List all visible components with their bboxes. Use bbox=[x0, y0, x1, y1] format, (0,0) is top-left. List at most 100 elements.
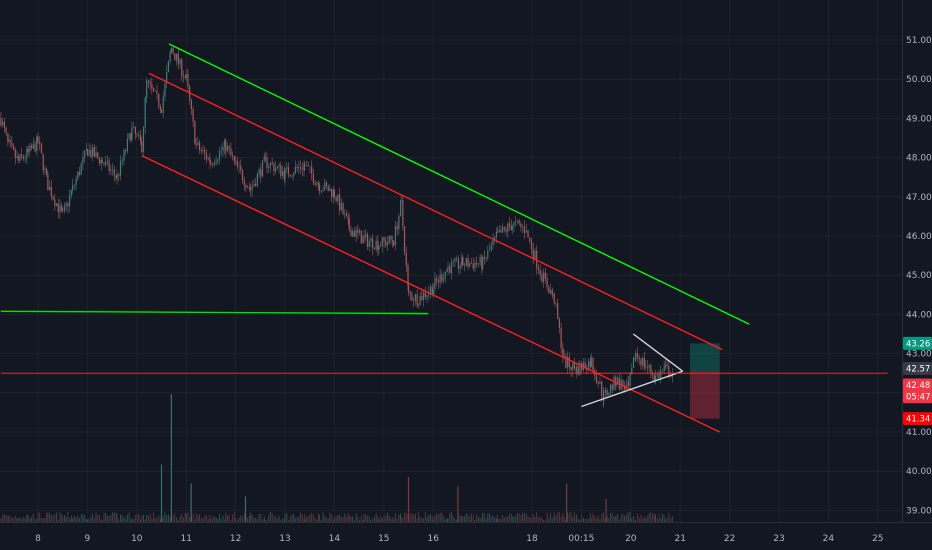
candle-body bbox=[393, 241, 395, 246]
candle-body bbox=[577, 366, 579, 375]
candle-body bbox=[303, 164, 305, 171]
candle-body bbox=[539, 270, 541, 275]
volume-bar bbox=[446, 518, 448, 522]
candle-body bbox=[362, 236, 364, 244]
volume-bar bbox=[151, 518, 153, 522]
volume-bar bbox=[13, 517, 15, 522]
volume-bar bbox=[19, 517, 21, 522]
trendline-drawings[interactable] bbox=[0, 43, 888, 433]
candle-body bbox=[69, 195, 71, 207]
volume-bar bbox=[589, 512, 591, 522]
volume-bar bbox=[92, 513, 94, 522]
candle-body bbox=[624, 386, 626, 390]
candle-body bbox=[298, 167, 300, 168]
candle-body bbox=[179, 59, 181, 64]
volume-bar bbox=[232, 514, 234, 522]
candle-body bbox=[668, 365, 670, 376]
volume-bar bbox=[37, 512, 39, 522]
candle-body bbox=[286, 167, 288, 169]
volume-bar bbox=[337, 514, 339, 522]
candle-body bbox=[247, 187, 249, 188]
candle-body bbox=[485, 258, 487, 259]
volume-bar bbox=[421, 518, 423, 522]
candle-body bbox=[632, 358, 635, 368]
volume-bar bbox=[335, 515, 337, 522]
volume-bar bbox=[663, 514, 665, 522]
time-tick-label: 24 bbox=[823, 534, 835, 544]
candle-body bbox=[238, 165, 240, 167]
volume-bar bbox=[59, 512, 61, 522]
candle-body bbox=[73, 185, 75, 186]
volume-bar bbox=[546, 512, 548, 522]
candle-body bbox=[85, 149, 88, 151]
volume-bar bbox=[42, 518, 44, 522]
candle-body bbox=[212, 163, 214, 165]
candle-body bbox=[365, 234, 367, 238]
volume-bar bbox=[262, 519, 264, 522]
price-candles bbox=[0, 45, 673, 408]
candle-body bbox=[125, 150, 127, 152]
volume-bar bbox=[256, 518, 258, 522]
candle-body bbox=[344, 213, 346, 215]
volume-bar bbox=[500, 518, 502, 522]
volume-bar bbox=[294, 517, 296, 522]
volume-bar bbox=[370, 519, 372, 522]
candle-body bbox=[532, 249, 534, 259]
volume-bar bbox=[590, 518, 592, 522]
time-tick-label: 20 bbox=[625, 534, 637, 544]
volume-bar bbox=[331, 514, 333, 522]
volume-bar bbox=[275, 515, 277, 522]
volume-bar bbox=[531, 518, 533, 522]
volume-bar bbox=[271, 512, 273, 522]
volume-bar bbox=[307, 515, 309, 522]
candle-body bbox=[103, 162, 105, 165]
volume-bar bbox=[377, 516, 379, 522]
candle-body bbox=[437, 281, 439, 283]
volume-bar bbox=[664, 519, 666, 522]
price-axis[interactable]: 51.00 50.00 49.00 48.00 47.00 46.00 45.00 44.00… bbox=[902, 0, 932, 550]
price-tick-label: 47.00 bbox=[906, 193, 932, 203]
volume-bar bbox=[405, 513, 407, 522]
long-position-tool[interactable] bbox=[690, 343, 720, 419]
candle-body bbox=[324, 182, 326, 190]
volume-bar bbox=[652, 513, 654, 522]
volume-bar bbox=[439, 513, 441, 522]
candle-body bbox=[664, 364, 666, 368]
candle-body bbox=[363, 236, 365, 238]
candle-body bbox=[638, 356, 640, 360]
volume-bar bbox=[627, 517, 629, 522]
volume-bar bbox=[627, 512, 629, 522]
volume-bar bbox=[588, 519, 590, 522]
volume-bar bbox=[325, 517, 327, 522]
candle-body bbox=[417, 305, 419, 306]
time-axis[interactable]: 8 9 10 11 12 13 14 15 16 18 00:15 20 21 22 23 24 25 bbox=[0, 522, 932, 550]
candle-body bbox=[609, 384, 612, 393]
volume-bar bbox=[47, 512, 49, 522]
candle-body bbox=[522, 226, 524, 227]
candle-body bbox=[651, 373, 654, 376]
price-badge-label: 43.26 bbox=[906, 339, 930, 349]
candle-body bbox=[379, 246, 382, 247]
volume-bar bbox=[555, 515, 557, 522]
candle-body bbox=[141, 141, 143, 153]
candle-body bbox=[7, 133, 9, 142]
volume-bar bbox=[558, 512, 560, 522]
volume-bar bbox=[490, 516, 492, 522]
candle-body bbox=[452, 261, 454, 262]
candle-body bbox=[457, 258, 459, 269]
candle-body bbox=[217, 159, 219, 162]
volume-bar bbox=[568, 513, 570, 522]
volume-bar bbox=[263, 515, 265, 522]
candle-body bbox=[327, 185, 329, 192]
candle-body bbox=[218, 150, 221, 160]
volume-bar bbox=[529, 516, 531, 522]
volume-bar bbox=[36, 518, 38, 522]
volume-bar bbox=[255, 518, 257, 522]
candle-body bbox=[472, 263, 474, 269]
volume-bar bbox=[525, 513, 527, 522]
candle-body bbox=[592, 358, 594, 371]
volume-bar bbox=[476, 514, 478, 522]
candle-body bbox=[320, 190, 322, 192]
volume-bar bbox=[635, 519, 637, 522]
